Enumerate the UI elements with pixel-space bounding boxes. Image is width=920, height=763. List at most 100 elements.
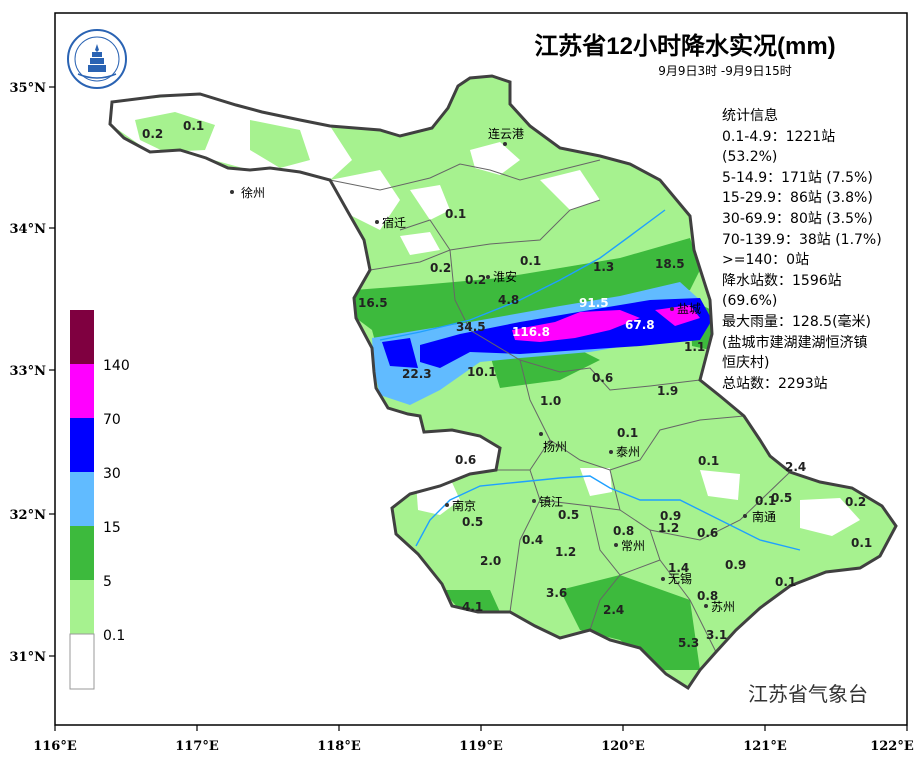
stats-line: 恒庆村): [722, 355, 770, 372]
legend-label: 15: [103, 520, 121, 536]
station-value: 0.1: [617, 426, 638, 440]
station-value: 1.2: [658, 521, 679, 535]
station-value: 0.6: [697, 526, 718, 540]
legend-bin-30-70: [70, 418, 94, 472]
station-value: 0.2: [465, 273, 486, 287]
station-value: 2.4: [785, 460, 806, 474]
city-label: 常州: [621, 539, 645, 553]
city-label: 淮安: [493, 269, 517, 284]
stats-line: 降水站数：1596站: [722, 272, 842, 289]
x-tick-label: 117°E: [175, 739, 219, 754]
station-value: 0.1: [183, 119, 204, 133]
stats-line: 统计信息: [722, 108, 778, 124]
station-value: 1.3: [593, 260, 614, 274]
station-value: 0.1: [445, 207, 466, 221]
x-tick-label: 122°E: [870, 739, 914, 754]
station-value: 5.3: [678, 636, 699, 650]
station-value: 116.8: [512, 325, 550, 339]
y-tick-label: 34°N: [10, 222, 47, 237]
city-label: 镇江: [539, 495, 563, 509]
legend-bin-140plus: [70, 310, 94, 364]
station-value: 0.5: [462, 515, 483, 529]
station-value: 0.8: [613, 524, 634, 538]
station-value: 0.2: [845, 495, 866, 509]
station-value: 0.4: [522, 533, 543, 547]
station-value: 2.0: [480, 554, 501, 568]
station-value: 2.4: [603, 603, 624, 617]
station-value: 0.2: [430, 261, 451, 275]
rivers: [379, 209, 801, 551]
station-value: 67.8: [625, 318, 655, 332]
prefecture-boundaries: [329, 159, 791, 653]
stats-line: 0.1-4.9：1221站: [722, 128, 836, 145]
city-label: 盐城: [677, 302, 701, 316]
station-value: 1.1: [684, 340, 705, 354]
legend-label: 70: [103, 412, 121, 428]
stats-line: 30-69.9：80站 (3.5%): [722, 210, 873, 227]
stats-line: 最大雨量：128.5(毫米): [722, 313, 872, 330]
station-value: 0.5: [771, 491, 792, 505]
legend-label: 5: [103, 574, 112, 590]
station-value: 0.6: [592, 371, 613, 385]
province-outline: [108, 74, 898, 691]
station-value: 1.0: [540, 394, 561, 408]
station-value: 0.5: [558, 508, 579, 522]
x-axis: [54, 725, 908, 731]
station-value: 1.9: [657, 384, 678, 398]
station-value: 0.1: [520, 254, 541, 268]
station-value: 4.8: [498, 293, 519, 307]
legend-bin-01-5: [70, 580, 94, 634]
legend: 140 70 30 15 5 0.1: [69, 310, 130, 690]
stats-line: >=140：0站: [722, 252, 810, 269]
x-tick-label: 116°E: [33, 739, 77, 754]
y-tick-label: 32°N: [10, 508, 47, 523]
city-label: 无锡: [668, 571, 692, 586]
legend-bin-15-30: [70, 472, 94, 526]
legend-label: 0.1: [103, 628, 125, 644]
city-label: 连云港: [488, 126, 524, 141]
station-value: 34.5: [456, 320, 486, 334]
x-tick-label: 121°E: [743, 739, 787, 754]
station-value: 18.5: [655, 257, 685, 271]
statistics-panel: 统计信息 0.1-4.9：1221站 (53.2%) 5-14.9：171站 (…: [722, 106, 912, 394]
legend-label: 30: [103, 466, 121, 482]
station-value: 10.1: [467, 365, 497, 379]
city-label: 苏州: [711, 600, 735, 614]
y-tick-label: 31°N: [10, 650, 47, 665]
station-value: 3.6: [546, 586, 567, 600]
station-value: 1.2: [555, 545, 576, 559]
city-label: 南通: [752, 509, 776, 524]
x-tick-label: 118°E: [317, 739, 361, 754]
station-value: 22.3: [402, 367, 432, 381]
x-tick-label: 119°E: [459, 739, 503, 754]
y-axis: [49, 86, 55, 657]
station-value: 3.1: [706, 628, 727, 642]
stats-line: 15-29.9：86站 (3.8%): [722, 190, 873, 207]
legend-bin-5-15: [70, 526, 94, 580]
stats-line: 5-14.9：171站 (7.5%): [722, 169, 873, 186]
map-title: 江苏省12小时降水实况(mm): [534, 33, 836, 60]
city-label: 南京: [452, 498, 476, 513]
stats-line: (53.2%): [722, 149, 778, 166]
x-tick-label: 120°E: [601, 739, 645, 754]
agency-name: 江苏省气象台: [748, 682, 868, 706]
legend-bin-70-140: [70, 364, 94, 418]
agency-logo: [67, 29, 127, 89]
map-subtitle: 9月9日3时 -9月9日15时: [658, 64, 792, 78]
station-value: 0.1: [698, 454, 719, 468]
station-value: 91.5: [579, 296, 609, 310]
stats-line: (盐城市建湖建湖恒济镇: [722, 334, 868, 351]
station-value: 0.2: [142, 127, 163, 141]
y-tick-label: 35°N: [10, 81, 47, 96]
city-label: 泰州: [616, 445, 640, 459]
stats-line: 70-139.9：38站 (1.7%): [722, 231, 882, 248]
y-tick-label: 33°N: [10, 364, 47, 379]
station-value: 0.9: [725, 558, 746, 572]
station-value: 16.5: [358, 296, 388, 310]
city-label: 扬州: [543, 439, 567, 454]
stats-line: 总站数：2293站: [722, 375, 828, 392]
city-label: 徐州: [241, 185, 265, 200]
city-label: 宿迁: [382, 215, 406, 230]
station-value: 4.1: [462, 600, 483, 614]
